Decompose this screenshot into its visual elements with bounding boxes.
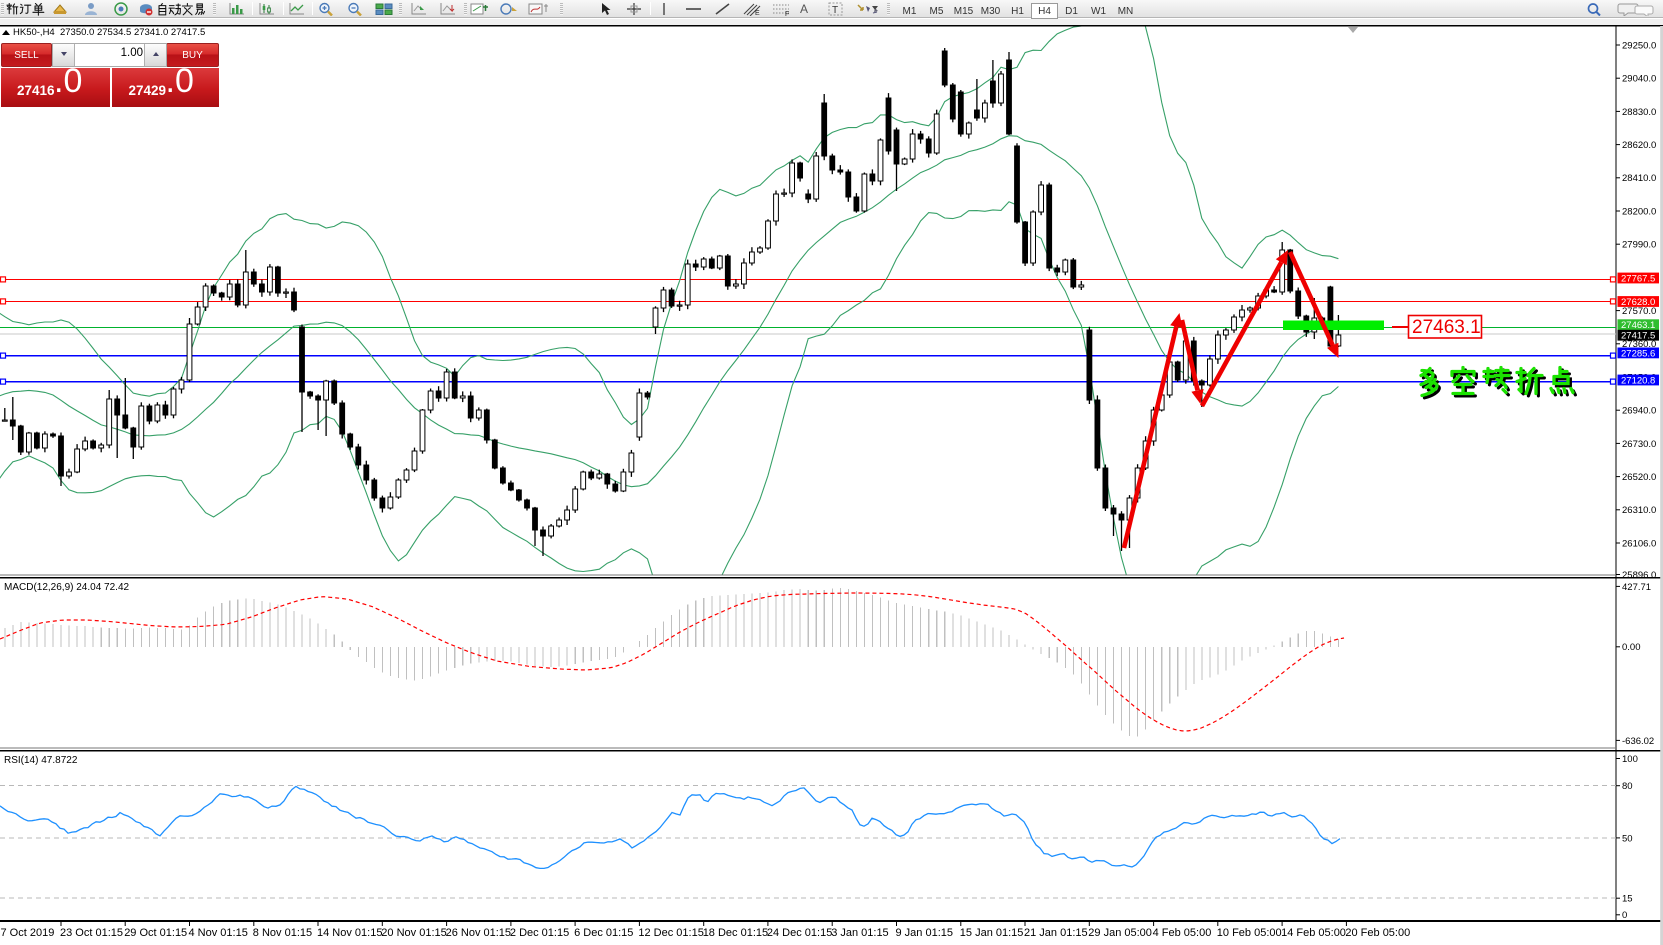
- svg-text:2 Dec 01:15: 2 Dec 01:15: [510, 927, 569, 939]
- svg-text:29 Jan 05:00: 29 Jan 05:00: [1088, 927, 1152, 939]
- svg-text:15 Jan 01:15: 15 Jan 01:15: [960, 927, 1024, 939]
- svg-text:E: E: [755, 10, 760, 16]
- svg-text:0.00: 0.00: [1622, 642, 1641, 653]
- svg-text:27570.0: 27570.0: [1622, 306, 1656, 317]
- svg-text:27417.5: 27417.5: [1621, 331, 1655, 342]
- svg-text:28620.0: 28620.0: [1622, 140, 1656, 151]
- svg-text:28830.0: 28830.0: [1622, 107, 1656, 118]
- svg-text:T: T: [832, 5, 838, 16]
- svg-text:10 Feb 05:00: 10 Feb 05:00: [1217, 927, 1282, 939]
- svg-text:MACD(12,26,9) 24.04 72.42: MACD(12,26,9) 24.04 72.42: [4, 582, 130, 593]
- svg-text:26 Nov 01:15: 26 Nov 01:15: [446, 927, 511, 939]
- svg-text:27628.0: 27628.0: [1621, 297, 1655, 308]
- svg-text:26310.0: 26310.0: [1622, 505, 1656, 516]
- svg-text:9 Jan 01:15: 9 Jan 01:15: [896, 927, 954, 939]
- svg-text:25896.0: 25896.0: [1622, 570, 1656, 581]
- svg-text:27285.6: 27285.6: [1621, 348, 1655, 359]
- svg-text:27767.5: 27767.5: [1621, 274, 1655, 285]
- svg-text:29 Oct 01:15: 29 Oct 01:15: [124, 927, 187, 939]
- svg-text:26106.0: 26106.0: [1622, 538, 1656, 549]
- svg-text:26730.0: 26730.0: [1622, 439, 1656, 450]
- svg-text:RSI(14) 47.8722: RSI(14) 47.8722: [4, 755, 78, 766]
- svg-text:50: 50: [1622, 833, 1633, 844]
- svg-text:27463.1: 27463.1: [1621, 320, 1655, 331]
- svg-text:29250.0: 29250.0: [1622, 40, 1656, 51]
- svg-text:28410.0: 28410.0: [1622, 173, 1656, 184]
- svg-text:24 Dec 01:15: 24 Dec 01:15: [767, 927, 832, 939]
- svg-text:6 Dec 01:15: 6 Dec 01:15: [574, 927, 633, 939]
- svg-text:-636.02: -636.02: [1622, 736, 1654, 747]
- svg-text:29040.0: 29040.0: [1622, 74, 1656, 85]
- svg-text:14 Feb 05:00: 14 Feb 05:00: [1281, 927, 1346, 939]
- svg-text:27463.1: 27463.1: [1412, 317, 1481, 338]
- svg-text:27120.8: 27120.8: [1621, 376, 1655, 387]
- svg-text:8 Nov 01:15: 8 Nov 01:15: [253, 927, 312, 939]
- svg-text:F: F: [785, 11, 789, 16]
- svg-text:100: 100: [1622, 754, 1638, 765]
- svg-text:7 Oct 2019: 7 Oct 2019: [1, 927, 55, 939]
- svg-text:23 Oct 01:15: 23 Oct 01:15: [60, 927, 123, 939]
- svg-text:20 Nov 01:15: 20 Nov 01:15: [381, 927, 446, 939]
- svg-text:20 Feb 05:00: 20 Feb 05:00: [1345, 927, 1410, 939]
- svg-text:4 Feb 05:00: 4 Feb 05:00: [1153, 927, 1212, 939]
- svg-text:14 Nov 01:15: 14 Nov 01:15: [317, 927, 382, 939]
- svg-text:427.71: 427.71: [1622, 582, 1651, 593]
- svg-text:26940.0: 26940.0: [1622, 406, 1656, 417]
- svg-text:12 Dec 01:15: 12 Dec 01:15: [638, 927, 703, 939]
- svg-text:27360.0: 27360.0: [1622, 339, 1656, 350]
- svg-text:80: 80: [1622, 781, 1633, 792]
- svg-text:26520.0: 26520.0: [1622, 472, 1656, 483]
- svg-text:3 Jan 01:15: 3 Jan 01:15: [831, 927, 889, 939]
- svg-text:27990.0: 27990.0: [1622, 240, 1656, 251]
- svg-text:21 Jan 01:15: 21 Jan 01:15: [1024, 927, 1088, 939]
- svg-text:28200.0: 28200.0: [1622, 206, 1656, 217]
- svg-text:4 Nov 01:15: 4 Nov 01:15: [189, 927, 248, 939]
- svg-text:18 Dec 01:15: 18 Dec 01:15: [703, 927, 768, 939]
- svg-text:15: 15: [1622, 894, 1633, 905]
- svg-text:0: 0: [1622, 910, 1627, 921]
